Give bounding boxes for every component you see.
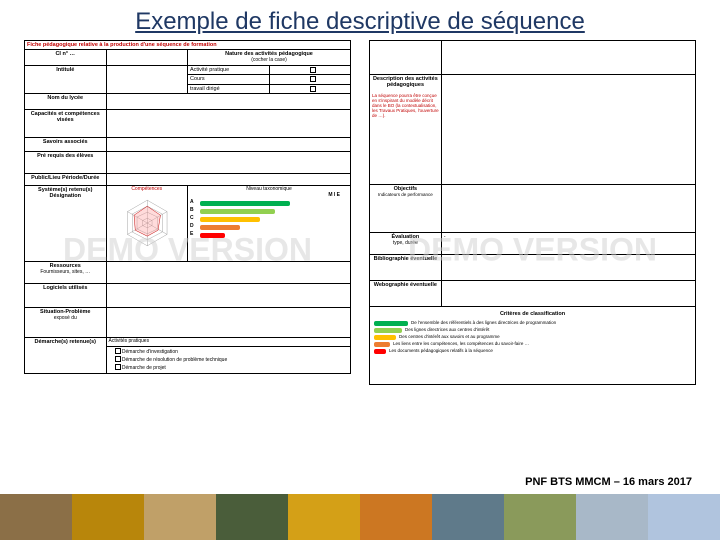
checkbox-cours <box>310 76 316 82</box>
checkbox-td <box>310 86 316 92</box>
radar-chart <box>109 193 186 253</box>
logiciels-label: Logiciels utilisés <box>25 284 107 308</box>
capacites-label: Capacités et compétences visées <box>25 110 107 138</box>
criteria-row-2: Des centres d'intérêt aux savoirs et au … <box>374 335 691 340</box>
savoirs-label: Savoirs associés <box>25 138 107 152</box>
level-bar-C: C <box>190 216 348 222</box>
taxo-hdr: M I E <box>190 193 348 199</box>
fiche-table-2: Description des activités pédagogiques L… <box>369 40 696 385</box>
strip-photo-2 <box>144 494 216 540</box>
strip-photo-1 <box>72 494 144 540</box>
systeme-label: Système(s) retenu(s) Désignation <box>25 186 107 262</box>
demarche-label: Démarche(s) retenue(s) <box>25 338 107 374</box>
pages-container: DEMO VERSION Fiche pédagogique relative … <box>0 40 720 460</box>
description-label: Description des activités pédagogiques L… <box>370 75 442 185</box>
criteria-row-4: Les documents pédagogiques relatifs à la… <box>374 349 691 354</box>
public-label: Public/Lieu Période/Durée <box>25 174 107 186</box>
dem-opt-3: Démarche de projet <box>122 365 166 371</box>
opt-ap: Activité pratique <box>190 67 229 73</box>
fiche-header: Fiche pédagogique relative à la producti… <box>25 41 351 50</box>
criteria-row-3: Les liens entre les compétences, les com… <box>374 342 691 347</box>
situation-label: Situation-Problèmeexposé du <box>25 308 107 338</box>
objectifs-label: Objectifs Indicateurs de performance <box>370 185 442 233</box>
strip-photo-7 <box>504 494 576 540</box>
description-detail: La séquence pourra être conçue en s'insp… <box>372 94 439 119</box>
photo-strip <box>0 494 720 540</box>
level-bar-A: A <box>190 200 348 206</box>
biblio-label: Bibliographie éventuelle <box>370 255 442 281</box>
opt-cours: Cours <box>190 76 205 82</box>
level-bar-B: B <box>190 208 348 214</box>
strip-photo-0 <box>0 494 72 540</box>
level-bar-D: D <box>190 224 348 230</box>
strip-photo-4 <box>288 494 360 540</box>
criteria-bars: De l'ensemble des référentiels à des lig… <box>374 321 691 354</box>
activites-sub: Activités pratiques <box>109 338 150 344</box>
intitule-label: Intitulé <box>25 65 107 94</box>
slide-title: Exemple de fiche descriptive de séquence <box>0 0 720 40</box>
checkbox-d2 <box>115 356 121 362</box>
dem-opt-2: Démarche de résolution de problème techn… <box>122 357 227 363</box>
level-bar-E: E <box>190 232 348 238</box>
criteria-row-0: De l'ensemble des référentiels à des lig… <box>374 321 691 326</box>
prerequis-label: Pré requis des élèves <box>25 152 107 174</box>
strip-photo-9 <box>648 494 720 540</box>
lycee-label: Nom du lycée <box>25 94 107 110</box>
strip-photo-5 <box>360 494 432 540</box>
levels-chart: ABCDE <box>190 200 348 260</box>
fiche-table-1: Fiche pédagogique relative à la producti… <box>24 40 351 374</box>
nature-label: Nature des activités pédagogique (cocher… <box>188 50 351 66</box>
opt-td: travail dirigé <box>190 86 220 92</box>
evaluation-label: Évaluation type, durée <box>370 233 442 255</box>
webo-label: Webographie éventuelle <box>370 281 442 307</box>
strip-photo-6 <box>432 494 504 540</box>
checkbox-d1 <box>115 348 121 354</box>
footer-caption: PNF BTS MMCM – 16 mars 2017 <box>525 476 692 488</box>
criteria-row-1: Des lignes directrices aux centres d'int… <box>374 328 691 333</box>
strip-photo-3 <box>216 494 288 540</box>
checkbox-ap <box>310 67 316 73</box>
ressources-label: RessourcesFournisseurs, sites, … <box>25 262 107 284</box>
page-2: DEMO VERSION Description des activités p… <box>369 40 696 460</box>
strip-photo-8 <box>576 494 648 540</box>
ci-label: CI n° … <box>25 50 107 66</box>
dem-opt-1: Démarche d'investigation <box>122 349 178 355</box>
criteres-title: Critères de classification <box>374 311 691 317</box>
checkbox-d3 <box>115 364 121 370</box>
nature-hint: (cocher la case) <box>251 57 287 63</box>
page-1: DEMO VERSION Fiche pédagogique relative … <box>24 40 351 460</box>
